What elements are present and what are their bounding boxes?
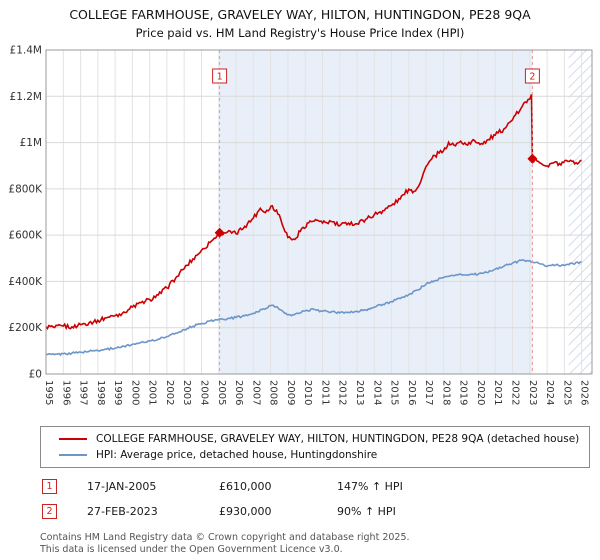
x-axis-tick-label: 2023	[527, 380, 538, 405]
transaction-2-price: £930,000	[219, 505, 272, 518]
attribution-line-1: Contains HM Land Registry data © Crown c…	[40, 532, 410, 543]
x-axis-tick-label: 2004	[199, 380, 210, 405]
y-axis-tick-label: £1.4M	[10, 45, 42, 57]
sale-marker-diamond	[214, 227, 225, 238]
x-axis-tick-label: 2024	[544, 380, 555, 405]
x-axis-tick-label: 2014	[371, 380, 382, 405]
x-axis-tick-label: 2007	[250, 380, 261, 405]
x-axis-tick-label: 2002	[164, 380, 175, 405]
x-axis-tick-label: 1997	[78, 380, 89, 405]
x-axis-tick-label: 1996	[60, 380, 71, 405]
x-axis-tick-label: 2026	[579, 380, 590, 405]
x-axis-tick-label: 2005	[216, 380, 227, 405]
x-axis-tick-label: 2025	[561, 380, 572, 405]
x-axis-tick-label: 2013	[354, 380, 365, 405]
chart-legend: COLLEGE FARMHOUSE, GRAVELEY WAY, HILTON,…	[40, 426, 590, 468]
transaction-2-vs-hpi: 90% ↑ HPI	[337, 505, 396, 518]
transaction-1-number-badge: 1	[42, 479, 57, 494]
property-line-swatch	[59, 438, 87, 440]
x-axis-tick-label: 2009	[285, 380, 296, 405]
y-axis-tick-label: £400K	[8, 276, 43, 288]
y-axis-tick-label: £200K	[8, 322, 43, 334]
sale-marker-badge	[524, 68, 540, 84]
sale-marker-badge-number: 1	[217, 72, 223, 83]
legend-label-property: COLLEGE FARMHOUSE, GRAVELEY WAY, HILTON,…	[96, 433, 580, 445]
x-axis-tick-label: 2021	[492, 380, 503, 405]
x-axis-tick-label: 2017	[423, 380, 434, 405]
price-history-chart: 1 2 £0 £200K £400K £600K £800K £1M £1.2M £1.4M 199…	[8, 45, 593, 405]
x-axis-tick-label: 2019	[458, 380, 469, 405]
transaction-row-1: 1 17-JAN-2005 £610,000 147% ↑ HPI	[42, 479, 600, 494]
transaction-2-number-badge: 2	[42, 504, 57, 519]
x-axis-tick-label: 2000	[129, 380, 140, 405]
attribution-footer: Contains HM Land Registry data © Crown c…	[40, 532, 600, 557]
x-axis-tick-label: 2010	[302, 380, 313, 405]
transaction-2-date: 27-FEB-2023	[87, 505, 158, 518]
y-axis-tick-label: £1M	[20, 137, 42, 149]
x-axis-tick-label: 2022	[510, 380, 521, 405]
y-axis-tick-label: £1.2M	[10, 91, 42, 103]
page-title: COLLEGE FARMHOUSE, GRAVELEY WAY, HILTON,…	[69, 7, 531, 22]
sale-marker-badge	[212, 68, 228, 84]
page-subtitle: Price paid vs. HM Land Registry's House …	[135, 26, 465, 40]
x-axis-tick-label: 2012	[337, 380, 348, 405]
sale-marker-diamond	[527, 153, 538, 164]
y-axis-tick-label: £600K	[8, 230, 43, 242]
y-axis-tick-label: £0	[29, 369, 42, 381]
x-axis-tick-label: 1995	[43, 380, 54, 405]
legend-item-property: COLLEGE FARMHOUSE, GRAVELEY WAY, HILTON,…	[47, 431, 583, 447]
y-axis-tick-label: £800K	[8, 183, 43, 195]
x-axis-tick-label: 1998	[95, 380, 106, 405]
legend-label-hpi: HPI: Average price, detached house, Hunt…	[96, 449, 378, 461]
attribution-line-2: This data is licensed under the Open Gov…	[40, 544, 343, 556]
transaction-row-2: 2 27-FEB-2023 £930,000 90% ↑ HPI	[42, 504, 600, 519]
transactions-list: 1 17-JAN-2005 £610,000 147% ↑ HPI 2 27-F…	[42, 479, 600, 519]
x-axis-tick-label: 2015	[389, 380, 400, 405]
property-series-line	[45, 94, 582, 331]
future-hatched-region	[568, 50, 592, 374]
x-axis-tick-label: 2011	[320, 380, 331, 405]
x-axis-tick-label: 2008	[268, 380, 279, 405]
x-axis-tick-label: 2003	[181, 380, 192, 405]
sale-marker-badge-number: 2	[529, 72, 535, 83]
transaction-1-vs-hpi: 147% ↑ HPI	[337, 480, 403, 493]
x-axis-tick-label: 2020	[475, 380, 486, 405]
hpi-line-swatch	[59, 454, 87, 456]
x-axis-tick-label: 2006	[233, 380, 244, 405]
x-axis-tick-label: 2001	[147, 380, 158, 405]
transaction-1-date: 17-JAN-2005	[87, 480, 157, 493]
x-axis-tick-label: 2018	[440, 380, 451, 405]
legend-item-hpi: HPI: Average price, detached house, Hunt…	[47, 447, 583, 463]
transaction-1-price: £610,000	[219, 480, 272, 493]
x-axis-tick-label: 1999	[112, 380, 123, 405]
x-axis-tick-label: 2016	[406, 380, 417, 405]
hpi-series-line	[45, 258, 582, 357]
